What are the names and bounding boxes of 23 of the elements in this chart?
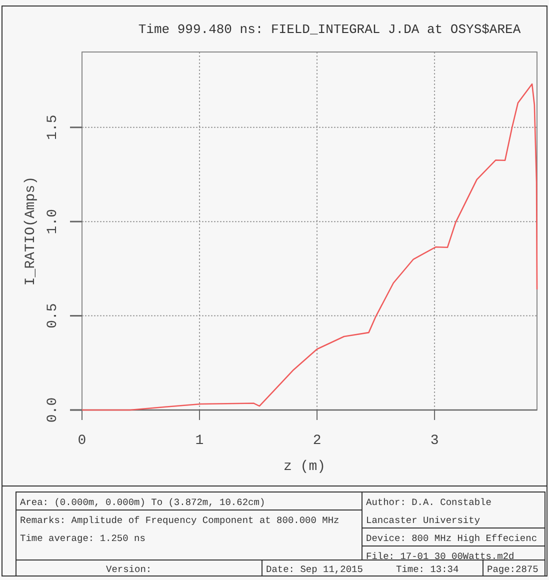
text: Area: (0.000m, 0.000m) To (3.872m, 10.62cm)	[20, 497, 266, 508]
text: Remarks: Amplitude of Frequency Component at 800.000 MHz	[20, 515, 340, 526]
y-tick-label: 1.0	[45, 208, 61, 234]
text: Device: 800 MHz High Effecienc	[366, 533, 538, 544]
chart-title: Time 999.480 ns: FIELD_INTEGRAL J.DA at OSYS$AREA	[138, 22, 521, 37]
y-tick-label: 0.5	[45, 303, 61, 328]
y-tick-label: 1.5	[45, 114, 61, 140]
x-tick-label: 2	[312, 433, 322, 449]
line-series	[81, 83, 538, 411]
y-tick-label: 0.0	[45, 397, 61, 423]
text: Author: D.A. Constable	[366, 497, 492, 508]
text: File: 17-01 30 00Watts.m2d	[366, 551, 514, 562]
text: Lancaster University	[366, 515, 480, 526]
y-axis-title: I_RATIO(Amps)	[23, 176, 39, 286]
text: Version:	[106, 564, 152, 575]
text: Page:2875	[487, 564, 539, 575]
x-tick-label: 1	[195, 433, 204, 449]
text: Time: 13:34	[396, 564, 460, 575]
x-axis-title: z (m)	[283, 459, 326, 475]
text: Time average: 1.250 ns	[20, 533, 146, 544]
x-tick-label: 3	[430, 433, 439, 449]
text: Date: Sep 11,2015	[266, 564, 364, 575]
x-tick-label: 0	[78, 433, 86, 449]
